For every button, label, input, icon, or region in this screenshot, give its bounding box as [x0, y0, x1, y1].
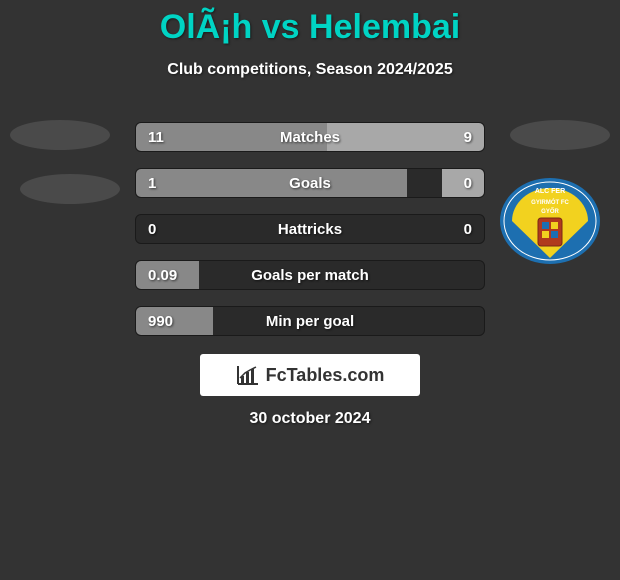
bar-value-right: 9	[464, 123, 472, 151]
player-left-badge-2	[20, 174, 120, 204]
brand-box[interactable]: FcTables.com	[200, 354, 420, 396]
bar-label: Min per goal	[136, 307, 484, 335]
crest-mid-text: GYIRMÓT FC	[531, 198, 569, 206]
crest-top-text: ALC FER	[535, 188, 565, 195]
brand-chart-icon	[236, 364, 260, 386]
brand-text: FcTables.com	[266, 365, 385, 386]
bar-value-right: 0	[464, 215, 472, 243]
club-crest: ALC FER GYIRMÓT FC GYŐR	[500, 178, 600, 264]
stat-bar-row: 0Hattricks0	[135, 214, 485, 244]
player-right-badge-1	[510, 120, 610, 150]
stat-bars: 11Matches91Goals00Hattricks00.09Goals pe…	[135, 122, 485, 352]
bar-label: Matches	[136, 123, 484, 151]
page-title: OlÃ¡h vs Helembai	[0, 0, 620, 47]
player-left-badge-1	[10, 120, 110, 150]
bar-label: Goals	[136, 169, 484, 197]
crest-bottom-text: GYŐR	[541, 208, 559, 215]
stat-bar-row: 0.09Goals per match	[135, 260, 485, 290]
stat-bar-row: 1Goals0	[135, 168, 485, 198]
stat-bar-row: 11Matches9	[135, 122, 485, 152]
bar-label: Goals per match	[136, 261, 484, 289]
page-subtitle: Club competitions, Season 2024/2025	[0, 61, 620, 79]
date-text: 30 october 2024	[0, 410, 620, 428]
bar-value-right: 0	[464, 169, 472, 197]
stat-bar-row: 990Min per goal	[135, 306, 485, 336]
bar-label: Hattricks	[136, 215, 484, 243]
